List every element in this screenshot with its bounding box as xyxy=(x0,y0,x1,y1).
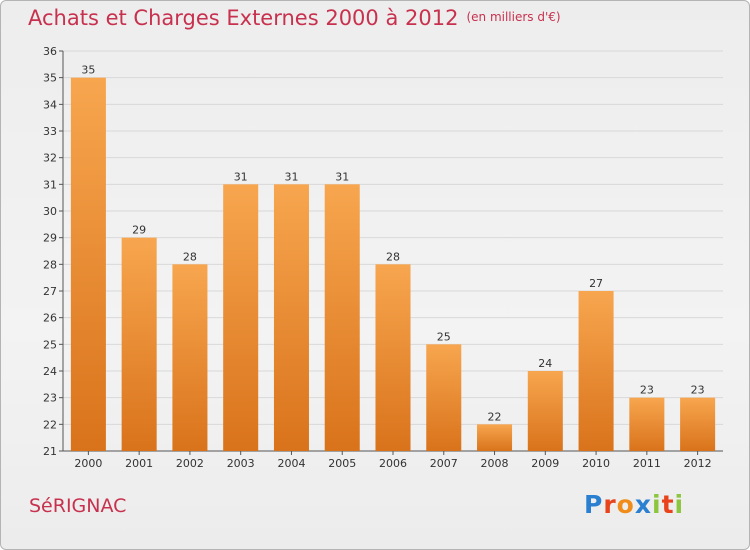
bar-2009 xyxy=(528,371,563,451)
place-name: SéRIGNAC xyxy=(29,495,126,517)
x-tick-label: 2004 xyxy=(277,457,305,470)
x-tick-label: 2007 xyxy=(430,457,458,470)
proxiti-logo: Proxiti xyxy=(584,490,684,519)
y-tick-label: 31 xyxy=(43,178,57,191)
y-tick-label: 25 xyxy=(43,338,57,351)
x-tick-label: 2003 xyxy=(227,457,255,470)
y-tick-label: 23 xyxy=(43,392,57,405)
logo-letter: P xyxy=(584,490,603,519)
bar-2012 xyxy=(680,398,715,451)
x-tick-label: 2012 xyxy=(684,457,712,470)
y-tick-label: 24 xyxy=(43,365,57,378)
bar-2000 xyxy=(71,78,106,451)
y-tick-label: 26 xyxy=(43,312,57,325)
data-label: 31 xyxy=(335,170,349,183)
y-tick-label: 22 xyxy=(43,418,57,431)
chart-frame: Achats et Charges Externes 2000 à 2012 (e… xyxy=(0,0,750,550)
bar-2006 xyxy=(375,264,410,451)
x-tick-label: 2005 xyxy=(328,457,356,470)
bar-chart: 21 22 23 24 25 26 27 28 29 30 31 32 33 34 35 36 2000 2001… xyxy=(1,1,750,550)
data-label: 28 xyxy=(183,250,197,263)
y-tick-label: 33 xyxy=(43,125,57,138)
data-label: 23 xyxy=(640,384,654,397)
x-tick-label: 2011 xyxy=(633,457,661,470)
bar-2010 xyxy=(579,291,614,451)
data-label: 24 xyxy=(538,357,552,370)
bar-2003 xyxy=(223,184,258,451)
x-tick-label: 2000 xyxy=(74,457,102,470)
data-label: 31 xyxy=(234,170,248,183)
data-label: 22 xyxy=(488,410,502,423)
bar-2011 xyxy=(629,398,664,451)
y-tick-label: 28 xyxy=(43,258,57,271)
data-label: 25 xyxy=(437,330,451,343)
data-label: 35 xyxy=(81,64,95,77)
bar-2005 xyxy=(325,184,360,451)
bar-2007 xyxy=(426,344,461,451)
data-label: 31 xyxy=(284,170,298,183)
bar-2004 xyxy=(274,184,309,451)
y-tick-label: 35 xyxy=(43,72,57,85)
x-tick-label: 2002 xyxy=(176,457,204,470)
logo-letter: o xyxy=(617,490,635,519)
y-tick-label: 32 xyxy=(43,152,57,165)
bar-2008 xyxy=(477,424,512,451)
y-tick-label: 27 xyxy=(43,285,57,298)
x-tick-label: 2009 xyxy=(531,457,559,470)
logo-letter: r xyxy=(603,490,616,519)
logo-letter: x xyxy=(635,490,652,519)
x-tick-label: 2001 xyxy=(125,457,153,470)
y-tick-label: 36 xyxy=(43,45,57,58)
logo-letter: i xyxy=(675,490,685,519)
y-tick-label: 29 xyxy=(43,232,57,245)
data-label: 23 xyxy=(691,384,705,397)
x-tick-label: 2010 xyxy=(582,457,610,470)
data-label: 27 xyxy=(589,277,603,290)
logo-letter: i xyxy=(652,490,662,519)
x-tick-label: 2008 xyxy=(481,457,509,470)
logo-letter: t xyxy=(662,490,675,519)
bar-2001 xyxy=(122,238,157,451)
y-tick-label: 30 xyxy=(43,205,57,218)
x-tick-label: 2006 xyxy=(379,457,407,470)
bar-2002 xyxy=(172,264,207,451)
y-tick-label: 21 xyxy=(43,445,57,458)
data-label: 29 xyxy=(132,224,146,237)
y-tick-label: 34 xyxy=(43,98,57,111)
data-label: 28 xyxy=(386,250,400,263)
